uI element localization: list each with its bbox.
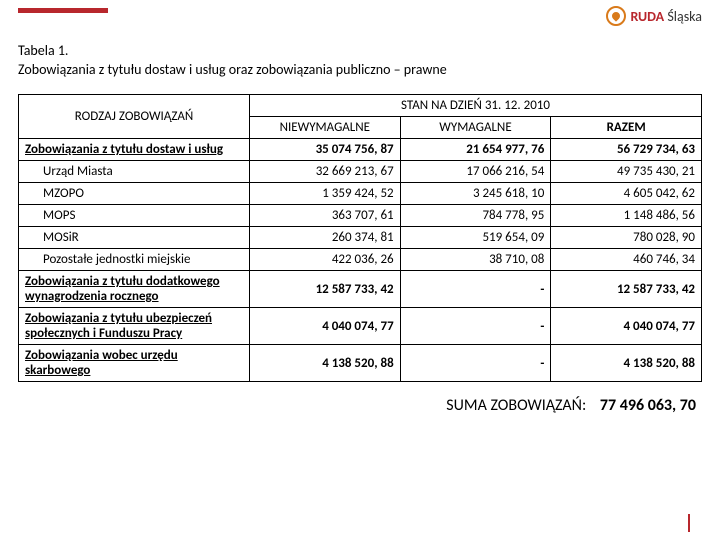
- cell-niewymagalne: 35 074 756, 87: [250, 139, 401, 161]
- cell-niewymagalne: 4 138 520, 88: [250, 345, 401, 382]
- cell-niewymagalne: 12 587 733, 42: [250, 271, 401, 308]
- row-label: Zobowiązania z tytułu dostaw i usług: [19, 139, 250, 161]
- table-row: Zobowiązania z tytułu dostaw i usług35 0…: [19, 139, 702, 161]
- cell-niewymagalne: 363 707, 61: [250, 205, 401, 227]
- footer-mark: [688, 514, 690, 532]
- row-label: Urząd Miasta: [19, 161, 250, 183]
- table-row: Zobowiązania wobec urzędu skarbowego4 13…: [19, 345, 702, 382]
- cell-razem: 4 040 074, 77: [551, 308, 702, 345]
- col-header-2: WYMAGALNE: [400, 117, 551, 139]
- row-label: MZOPO: [19, 183, 250, 205]
- row-label: MOPS: [19, 205, 250, 227]
- table-caption: Zobowiązania z tytułu dostaw i usług ora…: [18, 61, 702, 78]
- cell-wymagalne: 21 654 977, 76: [400, 139, 551, 161]
- row-label: Pozostałe jednostki miejskie: [19, 249, 250, 271]
- obligations-table: RODZAJ ZOBOWIĄZAŃ STAN NA DZIEŃ 31. 12. …: [18, 94, 702, 382]
- table-row: MZOPO1 359 424, 523 245 618, 104 605 042…: [19, 183, 702, 205]
- cell-wymagalne: 17 066 216, 54: [400, 161, 551, 183]
- cell-razem: 56 729 734, 63: [551, 139, 702, 161]
- cell-wymagalne: 3 245 618, 10: [400, 183, 551, 205]
- table-row: Pozostałe jednostki miejskie422 036, 263…: [19, 249, 702, 271]
- cell-niewymagalne: 1 359 424, 52: [250, 183, 401, 205]
- cell-niewymagalne: 32 669 213, 67: [250, 161, 401, 183]
- table-body: Zobowiązania z tytułu dostaw i usług35 0…: [19, 139, 702, 382]
- col-header-3: RAZEM: [551, 117, 702, 139]
- cell-wymagalne: 519 654, 09: [400, 227, 551, 249]
- summary-line: SUMA ZOBOWIĄZAŃ: 77 496 063, 70: [18, 396, 702, 415]
- cell-razem: 49 735 430, 21: [551, 161, 702, 183]
- col-header-1: NIEWYMAGALNE: [250, 117, 401, 139]
- brand-light: Śląska: [664, 8, 702, 25]
- cell-razem: 780 028, 90: [551, 227, 702, 249]
- table-row: Zobowiązania z tytułu dodatkowego wynagr…: [19, 271, 702, 308]
- row-label: Zobowiązania z tytułu ubezpieczeń społec…: [19, 308, 250, 345]
- table-number: Tabela 1.: [18, 42, 702, 59]
- table-row: Zobowiązania z tytułu ubezpieczeń społec…: [19, 308, 702, 345]
- logo-icon: [606, 6, 626, 26]
- table-row: Urząd Miasta32 669 213, 6717 066 216, 54…: [19, 161, 702, 183]
- content-area: Tabela 1. Zobowiązania z tytułu dostaw i…: [18, 42, 702, 415]
- cell-razem: 12 587 733, 42: [551, 271, 702, 308]
- cell-wymagalne: 784 778, 95: [400, 205, 551, 227]
- table-row: MOPS363 707, 61784 778, 951 148 486, 56: [19, 205, 702, 227]
- cell-razem: 4 138 520, 88: [551, 345, 702, 382]
- brand-text: RUDA Śląska: [630, 8, 702, 25]
- group-header: STAN NA DZIEŃ 31. 12. 2010: [250, 95, 702, 117]
- summary-value: 77 496 063, 70: [600, 396, 696, 415]
- brand-bold: RUDA: [630, 8, 664, 25]
- row-label: MOSiR: [19, 227, 250, 249]
- cell-razem: 4 605 042, 62: [551, 183, 702, 205]
- cell-wymagalne: 38 710, 08: [400, 249, 551, 271]
- cell-wymagalne: -: [400, 345, 551, 382]
- row-label: Zobowiązania z tytułu dodatkowego wynagr…: [19, 271, 250, 308]
- summary-label: SUMA ZOBOWIĄZAŃ:: [446, 396, 586, 415]
- cell-wymagalne: -: [400, 308, 551, 345]
- cell-niewymagalne: 422 036, 26: [250, 249, 401, 271]
- cell-niewymagalne: 260 374, 81: [250, 227, 401, 249]
- accent-bar: [18, 8, 108, 13]
- row-label: Zobowiązania wobec urzędu skarbowego: [19, 345, 250, 382]
- brand-logo: RUDA Śląska: [606, 6, 702, 26]
- cell-razem: 1 148 486, 56: [551, 205, 702, 227]
- cell-wymagalne: -: [400, 271, 551, 308]
- table-row: MOSiR260 374, 81519 654, 09780 028, 90: [19, 227, 702, 249]
- row-header: RODZAJ ZOBOWIĄZAŃ: [19, 95, 250, 139]
- cell-niewymagalne: 4 040 074, 77: [250, 308, 401, 345]
- cell-razem: 460 746, 34: [551, 249, 702, 271]
